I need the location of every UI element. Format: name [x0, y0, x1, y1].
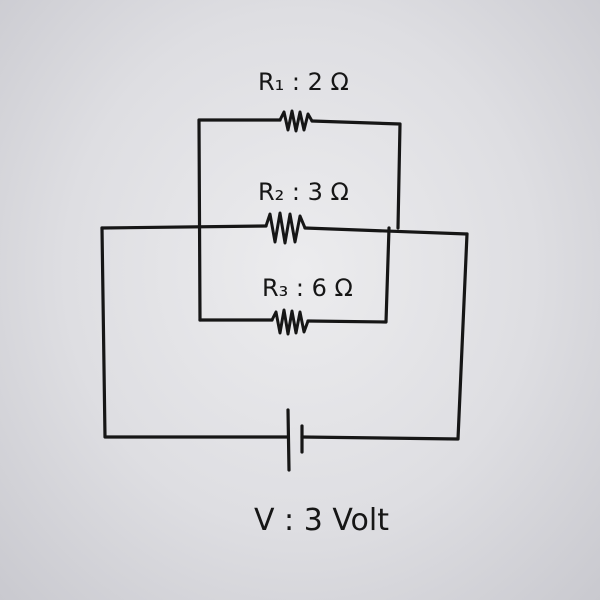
r1-branch-wire	[197, 118, 402, 322]
outer-loop-left-wire	[100, 226, 290, 439]
resistor-r2-label: R₂ : 3 Ω	[258, 178, 349, 206]
resistor-r2-symbol	[264, 211, 307, 245]
outer-loop-wires	[100, 226, 469, 441]
outer-loop-right-wire	[300, 232, 469, 441]
battery-long-plate	[286, 408, 291, 472]
battery-voltage-label: V : 3 Volt	[254, 503, 389, 538]
resistor-r1	[278, 109, 314, 133]
resistor-r1-label: R₁ : 2 Ω	[258, 68, 349, 96]
parallel-network-wires	[100, 118, 469, 324]
r2-branch-wire	[100, 224, 469, 236]
r3-branch-wire	[198, 226, 391, 324]
resistor-r3	[270, 308, 310, 336]
resistor-r2	[264, 211, 307, 245]
resistor-r1-symbol	[278, 109, 314, 133]
battery-symbol	[286, 408, 304, 472]
resistor-r3-label: R₃ : 6 Ω	[262, 274, 353, 302]
resistor-r3-symbol	[270, 308, 310, 336]
